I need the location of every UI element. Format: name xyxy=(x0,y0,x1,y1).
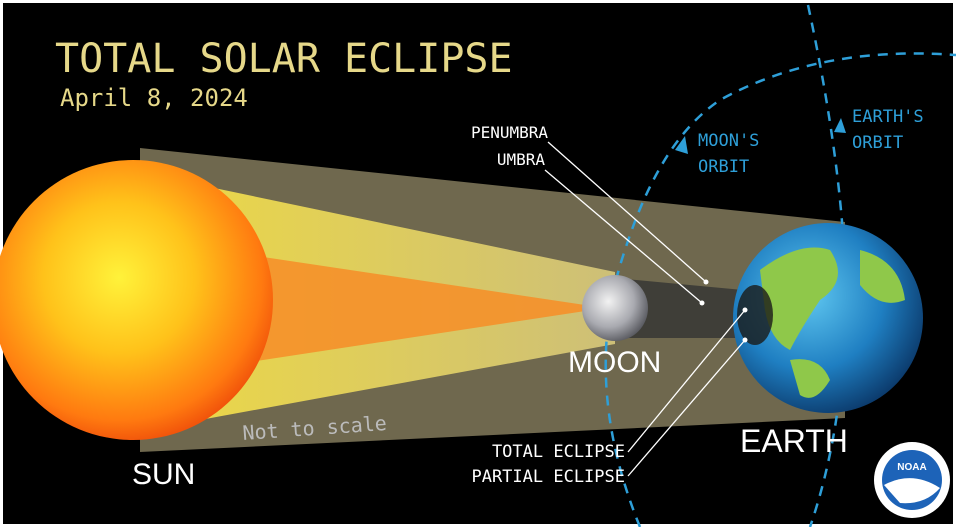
earth-label: EARTH xyxy=(740,423,848,459)
orbit-label: ORBIT xyxy=(852,133,903,153)
dot xyxy=(704,280,709,285)
shadow-spot xyxy=(737,285,773,345)
dot xyxy=(743,338,748,343)
moon-label: MOON xyxy=(568,346,661,379)
orbit-label: MOON'S xyxy=(698,131,759,151)
label: UMBRA xyxy=(497,150,546,169)
dot xyxy=(700,301,705,306)
label: TOTAL ECLIPSE xyxy=(492,442,625,462)
orbit-label: EARTH'S xyxy=(852,107,924,127)
date: April 8, 2024 xyxy=(60,84,248,112)
sun-label: SUN xyxy=(132,458,195,491)
title: TOTAL SOLAR ECLIPSE xyxy=(55,36,513,82)
sun xyxy=(0,160,273,440)
orbit-label: ORBIT xyxy=(698,157,749,177)
logo-text: NOAA xyxy=(897,462,926,473)
label: PARTIAL ECLIPSE xyxy=(471,467,625,487)
dot xyxy=(743,308,748,313)
moon xyxy=(582,275,648,341)
eclipse-diagram: TOTAL SOLAR ECLIPSE April 8, 2024 PENUMB… xyxy=(0,0,956,527)
label: PENUMBRA xyxy=(471,123,548,142)
